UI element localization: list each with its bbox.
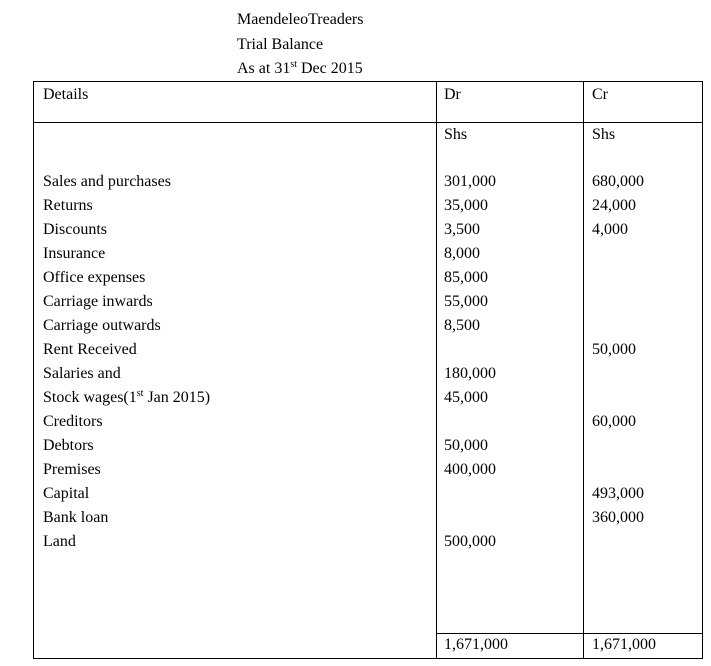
currency-cr: Shs (592, 126, 616, 143)
cell-details: Debtors (43, 437, 94, 455)
cell-details: Discounts (43, 221, 107, 239)
total-divider (436, 633, 703, 634)
cell-dr: 50,000 (444, 437, 488, 454)
cell-dr: 8,500 (444, 317, 480, 334)
cell-details: Insurance (43, 245, 105, 263)
table-bottom-border (33, 658, 703, 659)
cell-details: Creditors (43, 413, 103, 431)
details-text: Premises (43, 461, 101, 478)
cell-cr: 680,000 (592, 173, 644, 190)
details-text: Carriage inwards (43, 293, 153, 310)
dr-column-divider (436, 81, 437, 659)
cell-cr: 493,000 (592, 485, 644, 502)
cell-details: Land (43, 533, 76, 551)
table-left-border (33, 81, 34, 659)
cell-details: Premises (43, 461, 101, 479)
date-suffix: Dec 2015 (297, 60, 363, 77)
header-details: Details (43, 86, 89, 103)
cell-details: Returns (43, 197, 93, 215)
business-name: MaendeleoTreaders (237, 11, 364, 28)
details-text: Carriage outwards (43, 317, 161, 334)
table-right-border (702, 81, 703, 659)
cell-cr: 360,000 (592, 509, 644, 526)
cell-dr: 3,500 (444, 221, 480, 238)
cell-cr: 60,000 (592, 413, 636, 430)
cr-column-divider (583, 81, 584, 659)
total-dr: 1,671,000 (444, 636, 508, 653)
cell-dr: 45,000 (444, 389, 488, 406)
details-text: Stock wages(1 (43, 389, 137, 406)
date-sup: st (290, 59, 297, 70)
cell-dr: 301,000 (444, 173, 496, 190)
currency-dr: Shs (444, 126, 468, 143)
details-text: Returns (43, 197, 93, 214)
cell-cr: 4,000 (592, 221, 628, 238)
details-text: Insurance (43, 245, 106, 262)
details-text: Salaries and (43, 365, 121, 382)
details-text: Rent Received (43, 341, 137, 358)
table-top-border (33, 81, 703, 82)
cell-cr: 50,000 (592, 341, 636, 358)
cell-details: Stock wages(1st Jan 2015) (43, 389, 210, 407)
header-cr: Cr (592, 86, 608, 103)
cell-details: Bank loan (43, 509, 108, 527)
cell-dr: 180,000 (444, 365, 496, 382)
cell-details: Rent Received (43, 341, 137, 359)
cell-details: Salaries and (43, 365, 121, 383)
cell-details: Sales and purchases (43, 173, 171, 191)
total-cr: 1,671,000 (592, 636, 656, 653)
statement-title: Trial Balance (237, 36, 324, 53)
details-text: Sales and purchases (43, 173, 171, 190)
details-text: Capital (43, 485, 90, 502)
cell-dr: 55,000 (444, 293, 488, 310)
cell-details: Carriage outwards (43, 317, 161, 335)
header-divider (33, 122, 703, 123)
details-sup: st (136, 388, 144, 399)
details-text: Office expenses (43, 269, 146, 286)
cell-dr: 400,000 (444, 461, 496, 478)
details-text: Land (43, 533, 76, 550)
cell-details: Carriage inwards (43, 293, 153, 311)
cell-details: Office expenses (43, 269, 145, 287)
cell-dr: 35,000 (444, 197, 488, 214)
header-dr: Dr (444, 86, 461, 103)
statement-date: As at 31st Dec 2015 (237, 60, 363, 78)
details-suffix: Jan 2015) (143, 389, 211, 406)
cell-cr: 24,000 (592, 197, 636, 214)
details-text: Creditors (43, 413, 103, 430)
details-text: Discounts (43, 221, 107, 238)
date-prefix: As at 31 (237, 60, 291, 77)
cell-dr: 85,000 (444, 269, 488, 286)
cell-details: Capital (43, 485, 89, 503)
details-text: Bank loan (43, 509, 109, 526)
cell-dr: 8,000 (444, 245, 480, 262)
cell-dr: 500,000 (444, 533, 496, 550)
details-text: Debtors (43, 437, 94, 454)
